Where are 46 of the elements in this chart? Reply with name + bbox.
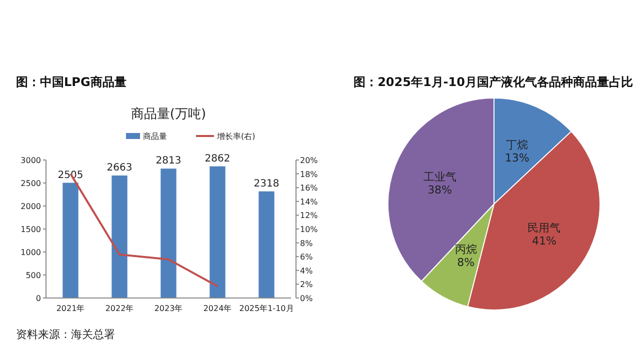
y2-tick-label: 20% [300, 156, 318, 165]
legend-label: 商品量 [143, 132, 167, 141]
data-label: 2318 [254, 178, 280, 190]
data-label: 2862 [204, 153, 230, 164]
slice-label: 工业气 [423, 170, 456, 184]
y2-tick-label: 18% [300, 170, 318, 179]
y2-tick-label: 16% [300, 184, 318, 193]
y-tick-label: 1000 [20, 248, 41, 257]
data-label: 38% [428, 184, 452, 197]
y2-tick-label: 4% [300, 266, 314, 276]
chart-title: 图：中国LPG商品量 [16, 75, 126, 89]
y-tick-label: 3000 [20, 156, 41, 165]
data-label: 13% [504, 151, 530, 164]
x-tick-label: 2021年 [56, 304, 85, 313]
slice-label: 民用气 [528, 222, 561, 235]
bar [258, 191, 274, 298]
y-tick-label: 1500 [20, 225, 41, 234]
slice-label: 丁烷 [506, 138, 528, 152]
y-tick-label: 2500 [20, 179, 41, 188]
y2-tick-label: 8% [300, 238, 314, 248]
x-tick-label: 2022年 [105, 304, 134, 313]
y2-tick-label: 0% [300, 294, 314, 303]
y2-tick-label: 12% [300, 211, 318, 220]
y-tick-label: 0 [36, 294, 41, 303]
legend-label: 增长率(右) [216, 132, 256, 141]
y2-tick-label: 2% [300, 280, 314, 290]
text: 资料来源：海关总署 [16, 328, 115, 341]
bar [210, 166, 226, 298]
data-label: 41% [532, 234, 556, 248]
chart-title: 图：2025年1月-10月国产液化气各品种商品量占比 [354, 75, 633, 89]
x-tick-label: 2023年 [154, 304, 183, 313]
slice-label: 丙烷 [454, 243, 477, 256]
data-label: 8% [457, 256, 475, 270]
bar [62, 182, 78, 298]
data-label: 2813 [156, 156, 182, 167]
x-tick-label: 2025年1-10月 [239, 304, 294, 313]
bar [160, 168, 176, 298]
y-tick-label: 2000 [20, 202, 41, 211]
y2-tick-label: 10% [300, 225, 318, 234]
y-tick-label: 500 [26, 271, 41, 280]
chart-subtitle: 商品量(万吨) [130, 107, 206, 122]
y2-tick-label: 6% [300, 252, 314, 262]
x-tick-label: 2024年 [203, 304, 232, 313]
bar [112, 176, 128, 298]
data-label: 2663 [106, 162, 132, 174]
y2-tick-label: 14% [300, 197, 318, 206]
